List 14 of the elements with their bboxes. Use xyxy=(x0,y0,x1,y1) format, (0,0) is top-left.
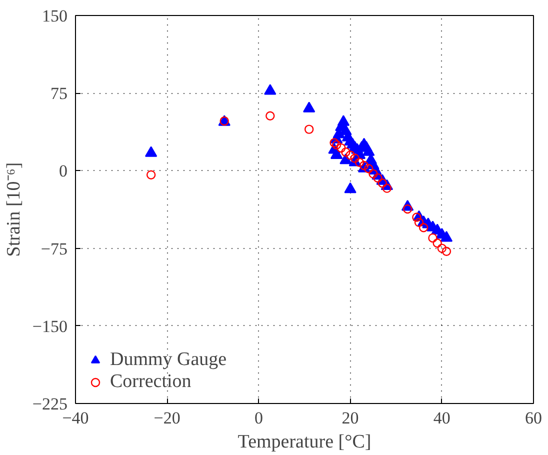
y-tick-label: 150 xyxy=(42,6,68,26)
y-axis-title: Strain [10⁻⁶] xyxy=(3,162,24,257)
x-tick-label: −20 xyxy=(154,408,180,428)
x-tick-label: 20 xyxy=(342,408,359,428)
x-axis-title: Temperature [°C] xyxy=(238,432,372,452)
x-tick-label: 0 xyxy=(254,408,263,428)
x-tick-label: 40 xyxy=(433,408,450,428)
y-tick-label: −150 xyxy=(32,316,68,336)
legend-label: Dummy Gauge xyxy=(110,349,227,371)
y-tick-label: −75 xyxy=(40,239,68,258)
y-tick-label: 0 xyxy=(59,162,68,181)
legend-label: Correction xyxy=(110,371,192,393)
y-tick-label: 75 xyxy=(50,84,68,104)
x-tick-label: 60 xyxy=(525,408,542,428)
